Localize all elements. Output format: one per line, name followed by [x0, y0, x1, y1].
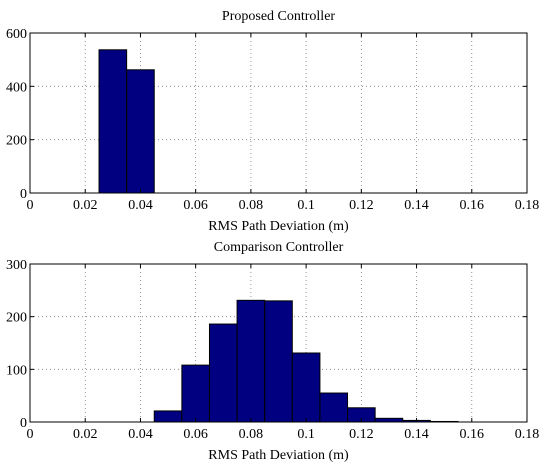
x-tick-label: 0.16 — [460, 427, 485, 442]
x-axis-label: RMS Path Deviation (m) — [208, 448, 349, 463]
histogram-bar — [98, 49, 128, 194]
chart-panel-2: 0 0.02 0.04 0.06 0.08 0.1 0.12 0.14 0.16 0.18 0 100… — [6, 240, 539, 463]
histogram-bar — [126, 69, 155, 194]
x-axis-label: RMS Path Deviation (m) — [208, 219, 349, 234]
histogram-bar — [319, 392, 349, 423]
x-tick-label: 0.02 — [73, 198, 98, 213]
x-tick-label: 0.04 — [128, 427, 153, 442]
x-tick-label: 0.12 — [349, 198, 374, 213]
chart-title: Comparison Controller — [214, 240, 344, 255]
x-tick-label: 0 — [27, 198, 34, 213]
y-tick-label: 200 — [6, 311, 27, 326]
histogram-bar — [236, 299, 266, 423]
x-tick-label: 0.08 — [239, 198, 264, 213]
x-tick-label: 0.08 — [239, 427, 264, 442]
x-tick-label: 0.18 — [515, 198, 540, 213]
y-tick-label: 200 — [6, 134, 27, 149]
y-tick-label: 100 — [6, 363, 27, 378]
x-tick-label: 0.12 — [349, 427, 374, 442]
plot-frame — [29, 263, 528, 423]
x-tick-label: 0.18 — [515, 427, 540, 442]
y-tick-label: 300 — [6, 258, 27, 273]
chart-title: Proposed Controller — [222, 9, 335, 24]
chart-panel-1: 0 0.02 0.04 0.06 0.08 0.1 0.12 0.14 0.16 0.18 0 200… — [6, 9, 539, 234]
y-tick-label: 0 — [20, 416, 27, 431]
x-tick-label: 0.06 — [183, 198, 208, 213]
histogram-bar — [181, 364, 210, 423]
y-tick-label: 400 — [6, 80, 27, 95]
histogram-bar — [291, 352, 321, 423]
histogram-bar — [153, 410, 183, 423]
x-tick-label: 0.06 — [183, 427, 208, 442]
x-tick-label: 0.04 — [128, 198, 153, 213]
histogram-bar — [374, 417, 404, 423]
x-tick-label: 0.16 — [460, 198, 485, 213]
x-tick-label: 0.14 — [404, 427, 429, 442]
x-tick-label: 0 — [27, 427, 34, 442]
x-tick-label: 0.02 — [73, 427, 98, 442]
x-tick-label: 0.1 — [297, 427, 315, 442]
histogram-bar — [264, 300, 293, 423]
y-tick-label: 600 — [6, 27, 27, 42]
x-tick-label: 0.1 — [297, 198, 315, 213]
y-tick-label: 0 — [20, 187, 27, 202]
plot-frame — [29, 32, 528, 194]
x-tick-label: 0.14 — [404, 198, 429, 213]
histogram-bar — [208, 323, 238, 423]
